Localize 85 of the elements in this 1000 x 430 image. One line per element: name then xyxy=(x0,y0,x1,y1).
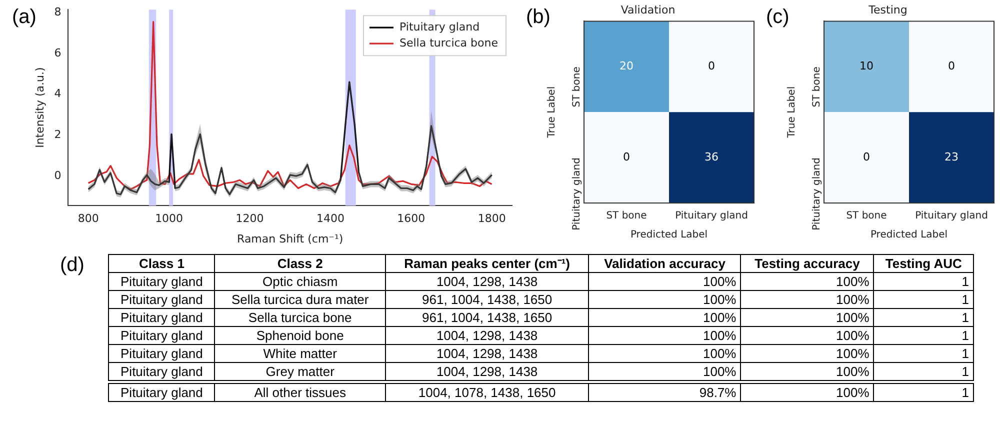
category-label: Testing accuracy xyxy=(740,254,874,272)
text: 100% xyxy=(740,272,874,290)
text: 1004, 1298, 1438 xyxy=(385,326,589,344)
text: 98.7% xyxy=(588,382,741,402)
legend-label: Sella turcica bone xyxy=(399,36,498,50)
text: 1 xyxy=(874,362,974,382)
x-tick-label: 1200 xyxy=(236,212,264,226)
y-axis-title: Intensity (a.u.) xyxy=(33,67,46,148)
x-axis-title: Predicted Label xyxy=(870,230,948,241)
data-label: 20 xyxy=(620,60,634,73)
data-label: 0 xyxy=(708,60,715,73)
text: 100% xyxy=(740,290,874,308)
data-label: 0 xyxy=(623,150,630,164)
text: Sphenoid bone xyxy=(214,326,386,344)
x-tick-label: 800 xyxy=(78,212,99,226)
data-label: 23 xyxy=(944,150,958,164)
text: Pituitary gland xyxy=(108,344,215,362)
y-tick-label: 4 xyxy=(54,87,62,100)
text: All other tissues xyxy=(214,382,386,402)
x-tick-label: 1800 xyxy=(478,212,506,226)
text: Pituitary gland xyxy=(108,272,215,290)
text: 100% xyxy=(740,308,874,326)
text: Sella turcica bone xyxy=(214,308,386,326)
y-tick-label: 0 xyxy=(54,168,62,182)
x-tick-label: 1000 xyxy=(155,212,184,226)
x-tick-label: 1600 xyxy=(397,212,426,226)
text: 1 xyxy=(874,326,974,344)
text: (c) xyxy=(766,6,790,29)
text: 100% xyxy=(588,272,741,290)
legend-label: Pituitary gland xyxy=(399,20,480,34)
y-axis-title: True Label xyxy=(546,86,558,139)
y-axis-title: True Label xyxy=(786,86,798,139)
text: 100% xyxy=(740,344,874,362)
text: 1004, 1298, 1438 xyxy=(385,344,589,362)
text: Grey matter xyxy=(214,362,386,382)
chart-title: Testing xyxy=(868,3,908,16)
data-label: 36 xyxy=(704,150,718,164)
x-axis-title: Predicted Label xyxy=(630,230,708,241)
text: 1 xyxy=(874,308,974,326)
category-label: Testing AUC xyxy=(874,254,974,272)
text: 1 xyxy=(874,272,974,290)
x-tick-label: ST bone xyxy=(606,210,647,222)
text: Pituitary gland xyxy=(108,308,215,326)
data-label: 0 xyxy=(863,150,870,164)
text: 1004, 1298, 1438 xyxy=(385,272,589,290)
text: 100% xyxy=(588,362,741,382)
x-tick-label: ST bone xyxy=(846,210,887,222)
text: Pituitary gland xyxy=(108,290,215,308)
text: 1 xyxy=(874,344,974,362)
text: Optic chiasm xyxy=(214,272,386,290)
text: 100% xyxy=(588,290,741,308)
category-label: Validation accuracy xyxy=(588,254,741,272)
text: 1 xyxy=(874,382,974,402)
text: Pituitary gland xyxy=(108,362,215,382)
text: White matter xyxy=(214,344,386,362)
text: 100% xyxy=(740,326,874,344)
text: Pituitary gland xyxy=(108,382,215,402)
category-label: Class 1 xyxy=(108,254,215,272)
text: 100% xyxy=(740,362,874,382)
text: 1004, 1298, 1438 xyxy=(385,362,589,382)
text: 1004, 1078, 1438, 1650 xyxy=(385,382,589,402)
text: (a) xyxy=(12,6,36,29)
y-tick-label: 2 xyxy=(54,128,62,142)
text: 961, 1004, 1438, 1650 xyxy=(385,290,589,308)
category-label: Raman peaks center (cm⁻¹) xyxy=(385,254,589,272)
category-label: Class 2 xyxy=(214,254,386,272)
y-tick-label: 8 xyxy=(54,6,62,19)
text: 1 xyxy=(874,290,974,308)
text: Sella turcica dura mater xyxy=(214,290,386,308)
y-tick-label: 6 xyxy=(54,46,62,60)
text: (b) xyxy=(526,6,550,29)
data-label: 10 xyxy=(860,60,874,73)
text: 100% xyxy=(740,382,874,402)
text: (d) xyxy=(60,254,84,277)
x-tick-label: 1400 xyxy=(316,212,344,226)
data-label: 0 xyxy=(948,60,955,73)
text: 100% xyxy=(588,344,741,362)
x-tick-label: Pituitary gland xyxy=(915,210,988,222)
text: 961, 1004, 1438, 1650 xyxy=(385,308,589,326)
chart-title: Validation xyxy=(620,3,676,16)
text: Pituitary gland xyxy=(108,326,215,344)
x-axis-title: Raman Shift (cm⁻¹) xyxy=(237,232,344,246)
text: 100% xyxy=(588,326,741,344)
x-tick-label: Pituitary gland xyxy=(675,210,748,222)
text: 100% xyxy=(588,308,741,326)
